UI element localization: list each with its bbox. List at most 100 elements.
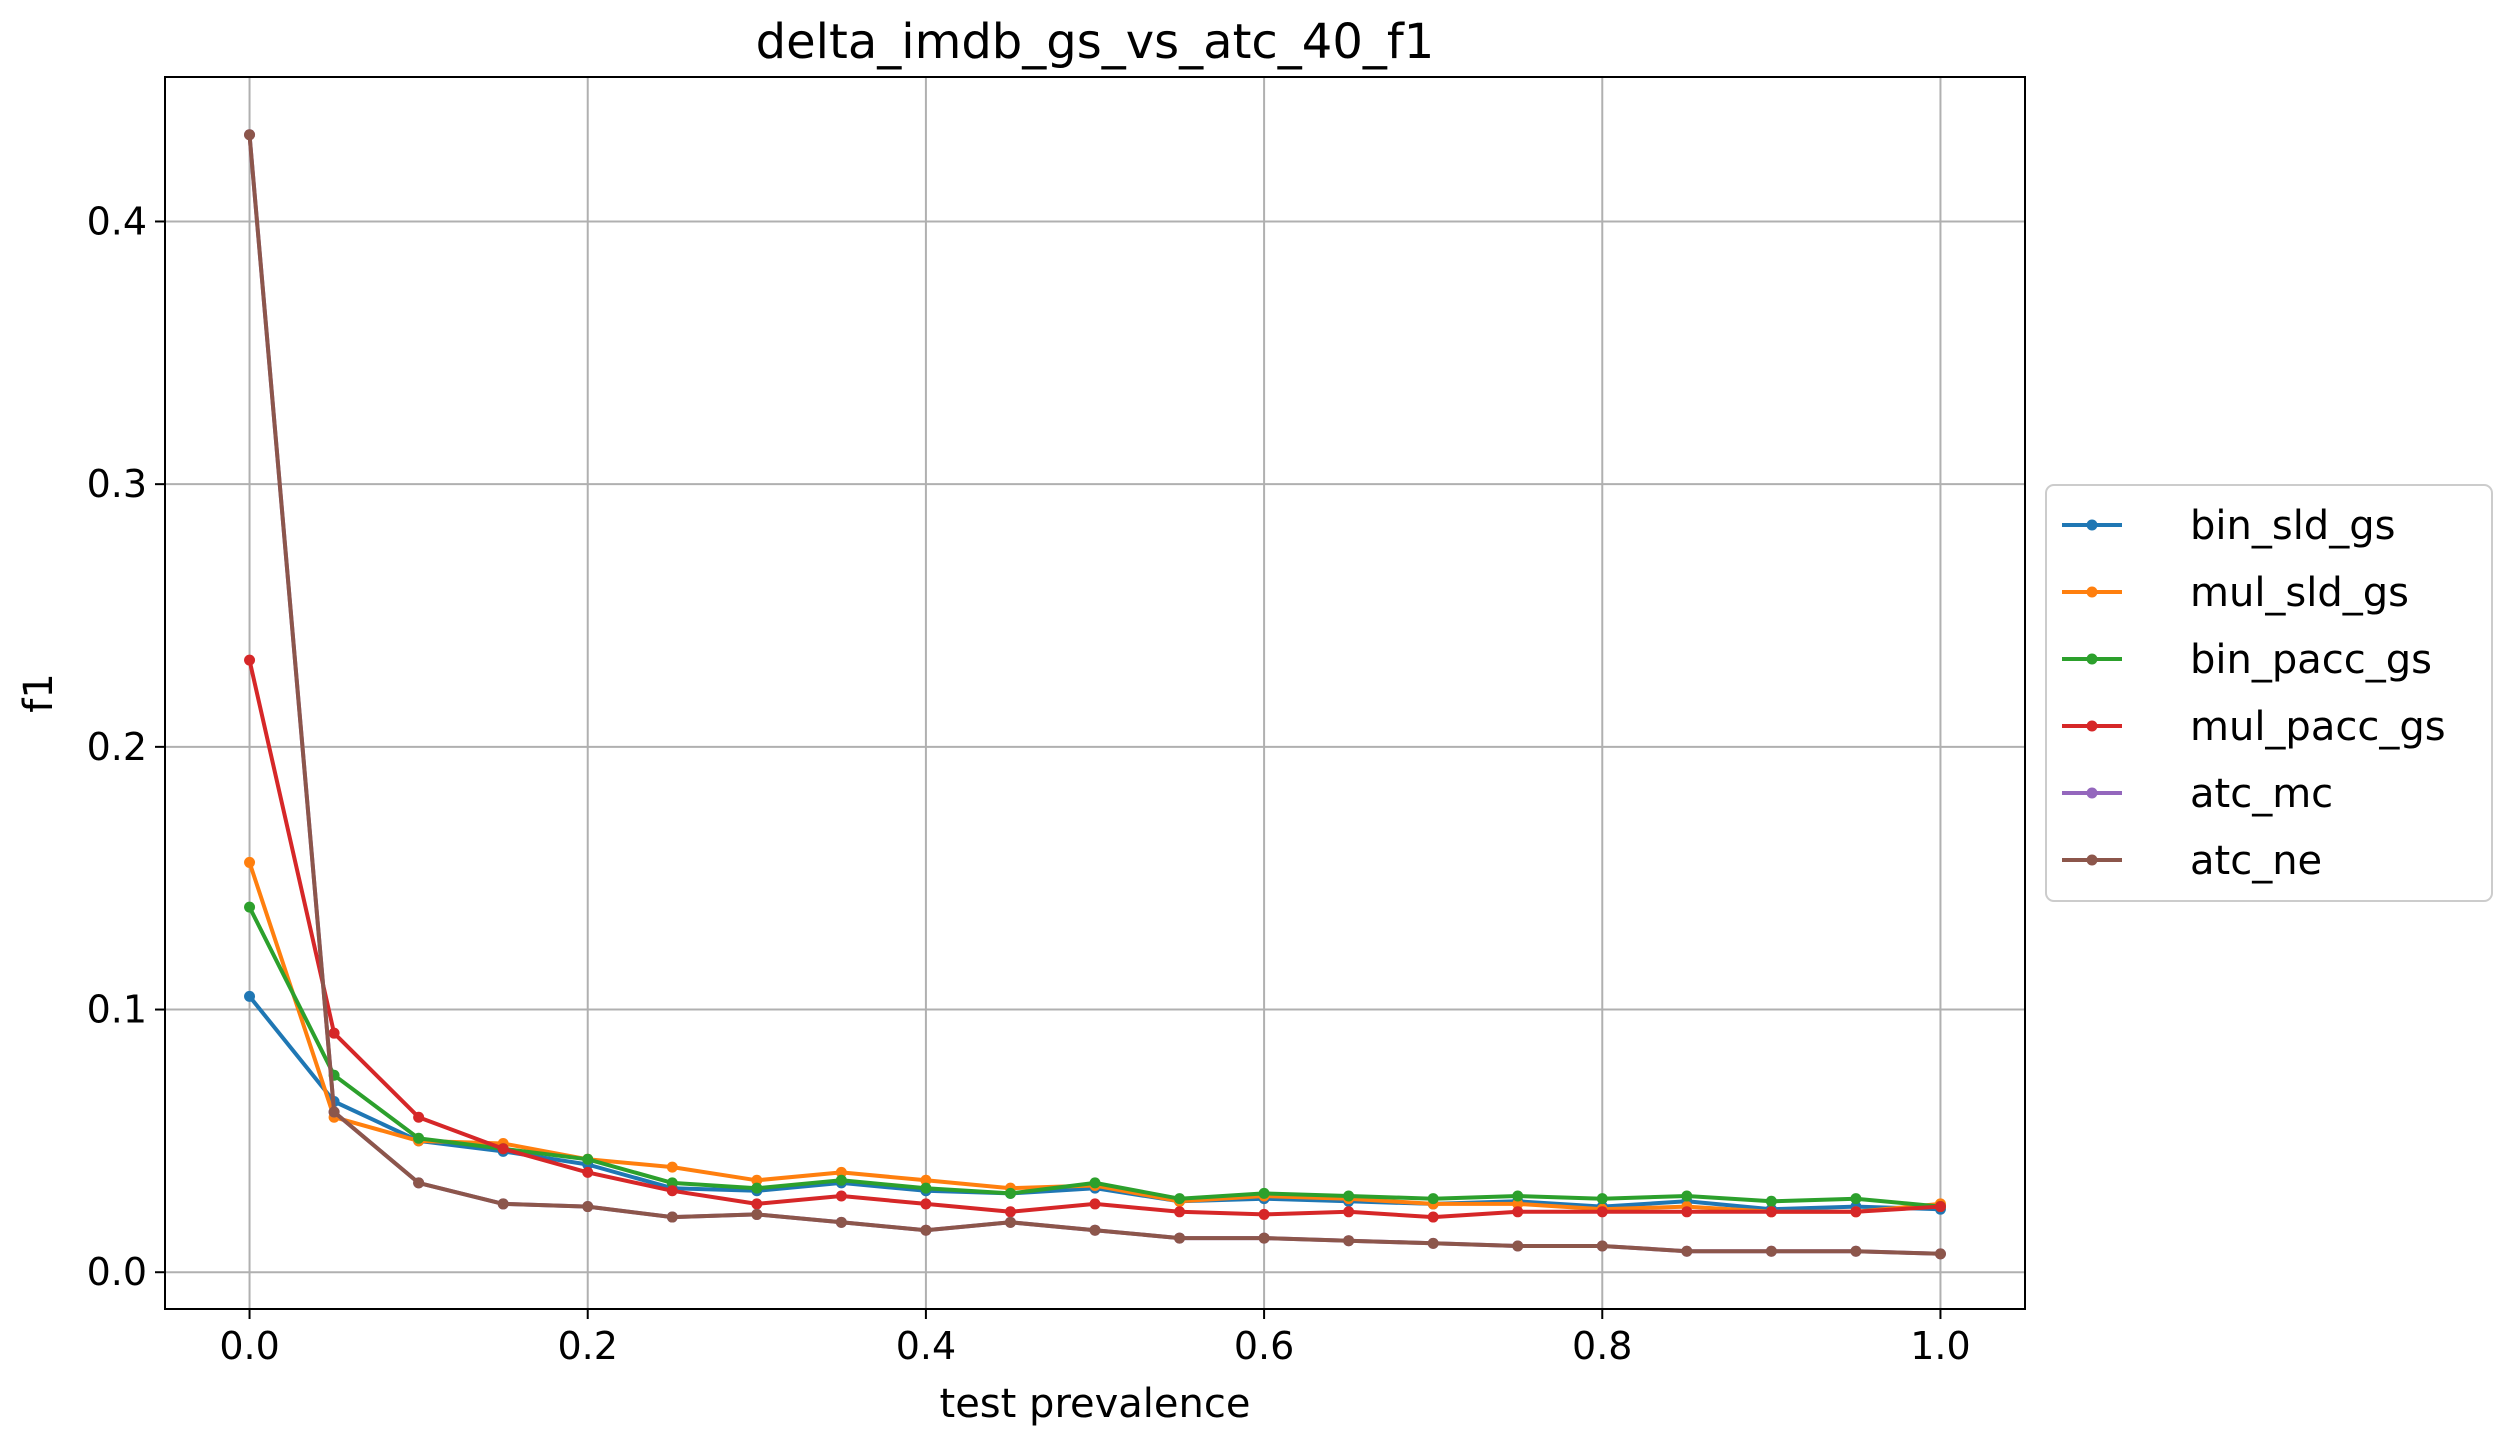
data-point [582, 1166, 594, 1178]
data-point [1512, 1190, 1524, 1202]
data-point [497, 1143, 509, 1155]
plot-frame [164, 76, 2026, 1310]
data-point [920, 1198, 932, 1210]
data-point [1596, 1193, 1608, 1205]
legend-marker [2086, 653, 2098, 665]
data-point [1089, 1224, 1101, 1236]
chart-title: delta_imdb_gs_vs_atc_40_f1 [756, 14, 1435, 70]
data-point [1174, 1206, 1186, 1218]
data-point [413, 1177, 425, 1189]
data-point [835, 1174, 847, 1186]
y-tick-label: 0.3 [87, 462, 147, 506]
legend-label: mul_sld_gs [2190, 570, 2409, 616]
data-point [835, 1216, 847, 1228]
legend-label: atc_mc [2190, 771, 2333, 817]
data-point [1934, 1248, 1946, 1260]
data-point [1850, 1245, 1862, 1257]
x-tick-label: 0.8 [1572, 1324, 1632, 1368]
axis-ticks: 0.0 0.2 0.4 0.6 0.8 1.0 0.0 0.1 0.2 0.3 0.4 [87, 199, 1971, 1368]
data-point [1596, 1240, 1608, 1252]
data-point [1681, 1245, 1693, 1257]
grid [165, 77, 2025, 1309]
data-point [751, 1182, 763, 1194]
data-point [1004, 1206, 1016, 1218]
data-point [1850, 1193, 1862, 1205]
legend-label: atc_ne [2190, 838, 2322, 884]
y-tick-label: 0.0 [87, 1250, 147, 1294]
legend-label: mul_pacc_gs [2190, 704, 2446, 750]
data-point [666, 1211, 678, 1223]
y-axis-label: f1 [16, 673, 62, 713]
x-tick-label: 0.4 [896, 1324, 956, 1368]
data-point [1089, 1198, 1101, 1210]
data-point [666, 1177, 678, 1189]
data-point [1258, 1208, 1270, 1220]
data-point [1004, 1216, 1016, 1228]
data-point [751, 1198, 763, 1210]
data-point [1004, 1187, 1016, 1199]
y-tick-label: 0.2 [87, 725, 147, 769]
legend: bin_sld_gs mul_sld_gs bin_pacc_gs mul_pacc_… [2045, 484, 2493, 902]
data-point [1089, 1177, 1101, 1189]
legend-label: bin_sld_gs [2190, 503, 2395, 549]
data-point [582, 1201, 594, 1213]
data-point [1512, 1240, 1524, 1252]
legend-label: bin_pacc_gs [2190, 637, 2432, 683]
legend-marker [2086, 720, 2098, 732]
data-point [1343, 1235, 1355, 1247]
legend-entry: atc_ne [2062, 838, 2322, 884]
series-atc_ne [244, 129, 1946, 1260]
data-point [666, 1161, 678, 1173]
data-point [413, 1111, 425, 1123]
series-lines [244, 129, 1946, 1260]
data-point [1427, 1237, 1439, 1249]
data-point [244, 990, 256, 1002]
data-point [1512, 1206, 1524, 1218]
data-point [835, 1190, 847, 1202]
series-bin_pacc_gs [244, 901, 1946, 1213]
data-point [666, 1185, 678, 1197]
data-point [1512, 1198, 1524, 1210]
data-point [835, 1166, 847, 1178]
legend-entry: mul_sld_gs [2062, 570, 2409, 616]
data-point [1765, 1195, 1777, 1207]
data-point [1681, 1190, 1693, 1202]
data-point [1850, 1206, 1862, 1218]
data-point [244, 129, 256, 141]
y-tick-label: 0.4 [87, 199, 147, 243]
data-point [751, 1174, 763, 1186]
x-tick-label: 1.0 [1910, 1324, 1970, 1368]
x-axis-label: test prevalence [940, 1381, 1251, 1427]
y-tick-label: 0.1 [87, 988, 147, 1032]
data-point [1174, 1193, 1186, 1205]
legend-frame [2045, 484, 2493, 902]
data-point [751, 1208, 763, 1220]
data-point [1596, 1206, 1608, 1218]
data-point [1427, 1211, 1439, 1223]
data-point [920, 1174, 932, 1186]
data-point [244, 901, 256, 913]
legend-marker [2086, 854, 2098, 866]
data-point [244, 856, 256, 868]
data-point [920, 1182, 932, 1194]
data-point [1681, 1206, 1693, 1218]
series-mul_pacc_gs [244, 654, 1946, 1223]
data-point [1934, 1201, 1946, 1213]
legend-marker [2086, 586, 2098, 598]
data-point [1258, 1187, 1270, 1199]
x-tick-label: 0.0 [219, 1324, 279, 1368]
legend-entry: bin_sld_gs [2062, 503, 2395, 549]
data-point [497, 1198, 509, 1210]
legend-entry: bin_pacc_gs [2062, 637, 2432, 683]
legend-entry: mul_pacc_gs [2062, 704, 2446, 750]
data-point [582, 1153, 594, 1165]
data-point [1343, 1190, 1355, 1202]
legend-marker [2086, 787, 2098, 799]
data-point [328, 1106, 340, 1118]
data-point [413, 1132, 425, 1144]
data-point [1343, 1206, 1355, 1218]
plot-background [165, 77, 2025, 1309]
legend-marker [2086, 519, 2098, 531]
data-point [1174, 1232, 1186, 1244]
